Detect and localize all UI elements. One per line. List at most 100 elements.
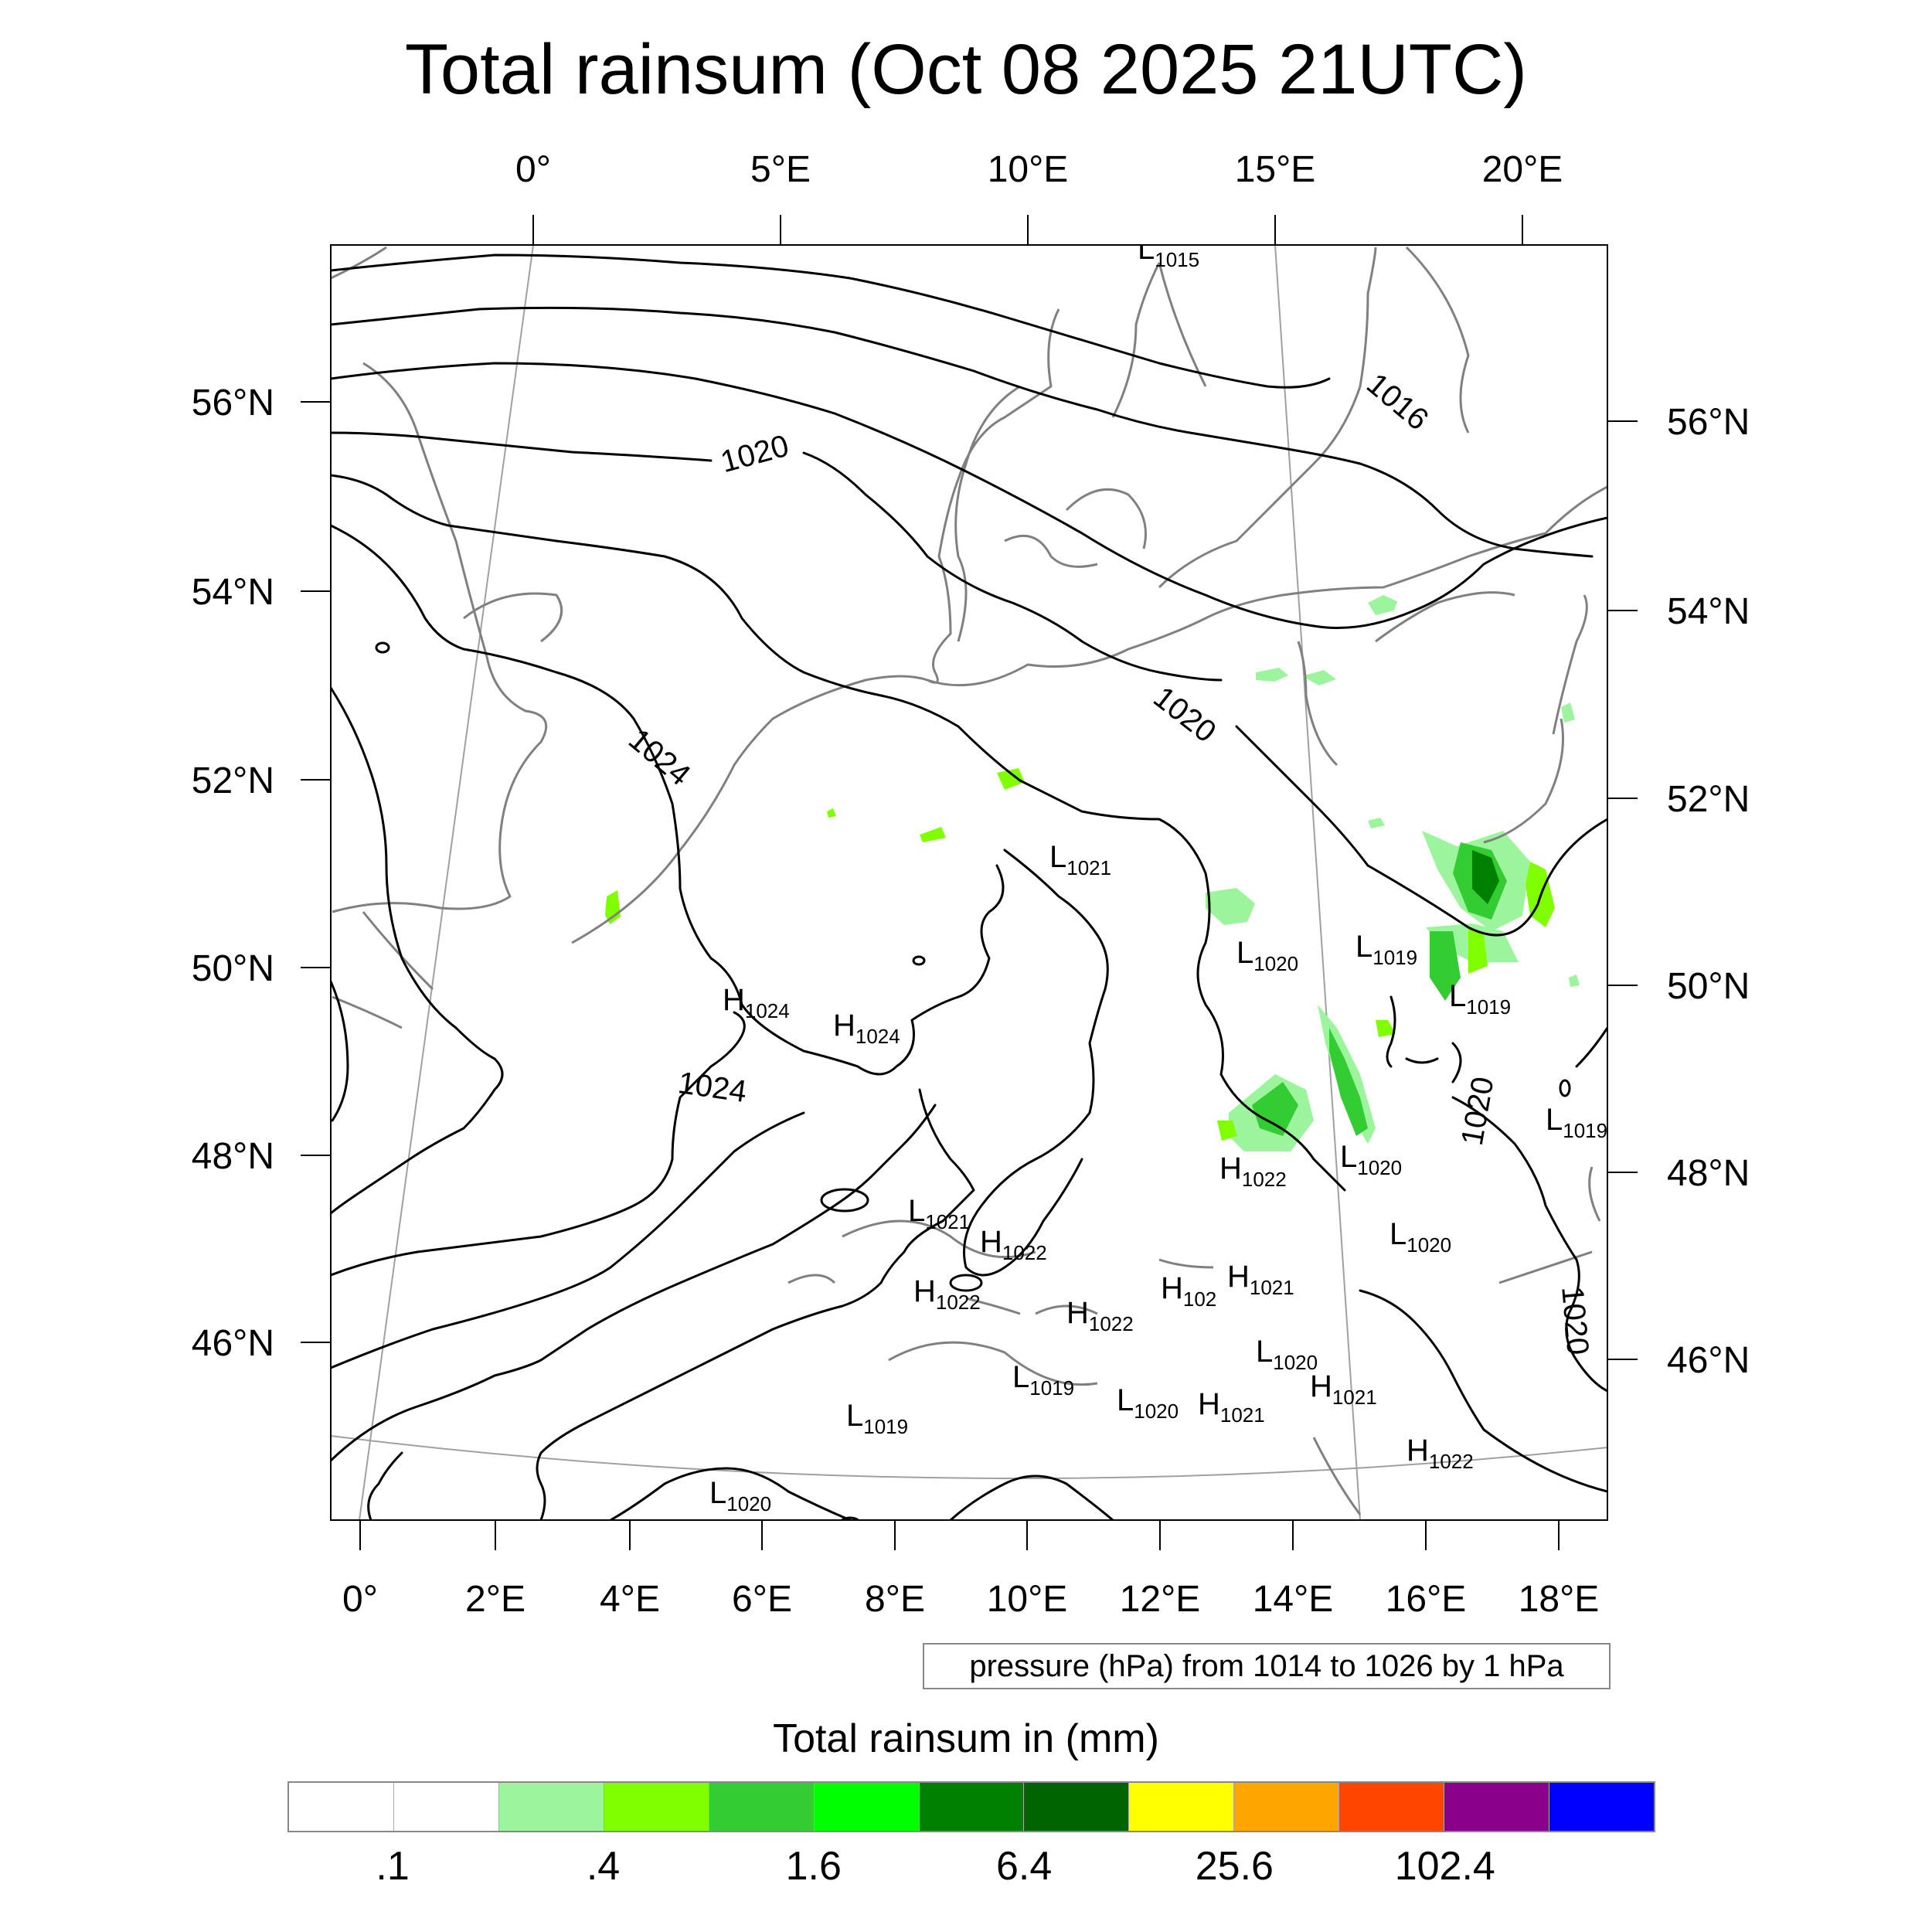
pressure-center: H1024	[723, 983, 790, 1022]
top-lon-labels: 0° 5°E 10°E 15°E 20°E	[515, 149, 1563, 190]
rain-area	[1368, 595, 1397, 615]
bottom-lon-label: 18°E	[1519, 1579, 1600, 1620]
rain-area	[1217, 1121, 1237, 1141]
pressure-center: H1021	[1227, 1260, 1294, 1299]
rain-area	[1329, 1028, 1368, 1136]
colorbar-title: Total rainsum in (mm)	[773, 1716, 1159, 1761]
rain-area	[1430, 931, 1461, 1001]
right-lat-label: 56°N	[1667, 402, 1750, 443]
colorbar-bin	[814, 1783, 920, 1831]
isobar-label: 1020	[1555, 1285, 1595, 1356]
colorbar-bin	[709, 1783, 815, 1831]
bottom-lon-labels: 0° 2°E 4°E 6°E 8°E 10°E 12°E 14°E 16°E 1…	[342, 1579, 1599, 1620]
bottom-lon-label: 8°E	[865, 1579, 925, 1620]
right-lat-label: 50°N	[1667, 966, 1750, 1007]
rain-area	[920, 827, 946, 842]
rain-area	[1472, 850, 1499, 904]
top-lon-label: 20°E	[1482, 149, 1563, 190]
left-lat-labels: 56°N 54°N 52°N 50°N 48°N 46°N	[192, 383, 274, 1364]
colorbar-label: 25.6	[1195, 1844, 1274, 1889]
right-lat-label: 52°N	[1667, 779, 1750, 820]
isobars	[331, 253, 1607, 1520]
pressure-center: H1024	[833, 1009, 900, 1048]
left-lat-label: 50°N	[192, 948, 274, 989]
pressure-center: L1019	[1449, 979, 1511, 1019]
colorbar-labels: .1 .4 1.6 6.4 25.6 102.4	[287, 1839, 1655, 1893]
bottom-axis	[359, 1520, 1560, 1550]
bottom-lon-label: 10°E	[987, 1579, 1068, 1620]
rain-area	[1376, 1020, 1396, 1037]
colorbar-bin	[1339, 1783, 1445, 1831]
right-lat-label: 54°N	[1667, 591, 1750, 632]
pressure-center: H1022	[1406, 1434, 1474, 1473]
pressure-center: L1020	[1389, 1217, 1451, 1257]
colorbar-label: 6.4	[995, 1844, 1053, 1889]
pressure-center: L1020	[1236, 936, 1298, 975]
pressure-center: L1020	[1340, 1140, 1402, 1179]
colorbar	[287, 1781, 1655, 1832]
isobar-label: 1024	[622, 723, 696, 793]
pressure-center: L1019	[1355, 930, 1417, 969]
bottom-lon-label: 12°E	[1120, 1579, 1201, 1620]
pressure-center: H102	[1161, 1271, 1216, 1311]
left-lat-label: 46°N	[192, 1323, 274, 1364]
pressure-center: L1019	[846, 1399, 908, 1438]
right-lat-label: 46°N	[1667, 1340, 1750, 1381]
pressure-note: pressure (hPa) from 1014 to 1026 by 1 hP…	[923, 1643, 1611, 1689]
rain-area	[1368, 818, 1385, 828]
top-axis	[532, 215, 1523, 245]
pressure-center: H1021	[1310, 1369, 1377, 1409]
top-lon-label: 10°E	[988, 149, 1069, 190]
bottom-lon-label: 16°E	[1386, 1579, 1467, 1620]
rain-area	[1569, 975, 1580, 987]
rain-area	[827, 808, 836, 818]
colorbar-bin	[1234, 1783, 1340, 1831]
rain-area	[1206, 888, 1255, 925]
rain-area	[1302, 670, 1336, 685]
colorbar-bin	[393, 1783, 499, 1831]
rain-area	[605, 890, 621, 924]
pressure-centers: L1015 L1021 L1020 L1019 L1019 H1024 H102…	[709, 245, 1607, 1515]
pressure-center: L1021	[908, 1194, 970, 1233]
pressure-center: H1022	[980, 1225, 1047, 1264]
colorbar-label: 1.6	[785, 1844, 842, 1889]
pressure-center: H1022	[1066, 1296, 1134, 1335]
rain-area	[1256, 668, 1288, 682]
pressure-center: L1021	[1049, 840, 1111, 879]
isobar-label: 1020	[1147, 680, 1222, 749]
left-axis	[301, 401, 331, 1343]
pressure-center: L1019	[1546, 1103, 1607, 1142]
bottom-lon-label: 2°E	[465, 1579, 526, 1620]
isobar-label: 1016	[1360, 367, 1434, 437]
bottom-lon-label: 14°E	[1253, 1579, 1334, 1620]
right-axis	[1607, 420, 1638, 1360]
colorbar-label: .1	[376, 1844, 410, 1889]
top-lon-label: 15°E	[1235, 149, 1316, 190]
colorbar-bin	[289, 1783, 394, 1831]
isobar-label: 1024	[676, 1066, 749, 1109]
pressure-center: L1020	[1256, 1335, 1318, 1374]
top-lon-label: 0°	[515, 149, 551, 190]
pressure-center: L1020	[1117, 1383, 1179, 1423]
isobar-label: 1020	[717, 429, 792, 480]
colorbar-label: .4	[586, 1844, 621, 1889]
right-lat-label: 48°N	[1667, 1153, 1750, 1194]
colorbar-bin	[1129, 1783, 1235, 1831]
map-frame	[330, 244, 1608, 1521]
colorbar-bin	[919, 1783, 1025, 1831]
pressure-center: H1022	[1219, 1151, 1287, 1191]
left-lat-label: 54°N	[192, 572, 274, 613]
colorbar-label: 102.4	[1394, 1844, 1495, 1889]
bottom-lon-label: 0°	[342, 1579, 378, 1620]
colorbar-bin	[1444, 1783, 1550, 1831]
bottom-lon-label: 4°E	[600, 1579, 660, 1620]
right-lat-labels: 56°N 54°N 52°N 50°N 48°N 46°N	[1667, 402, 1750, 1381]
rain-area	[997, 768, 1025, 790]
pressure-center: H1021	[1198, 1387, 1265, 1427]
left-lat-label: 56°N	[192, 383, 274, 423]
pressure-center: L1019	[1012, 1360, 1074, 1400]
rain-area	[1252, 1082, 1298, 1136]
colorbar-bin	[604, 1783, 709, 1831]
colorbar-bin	[1549, 1783, 1654, 1831]
